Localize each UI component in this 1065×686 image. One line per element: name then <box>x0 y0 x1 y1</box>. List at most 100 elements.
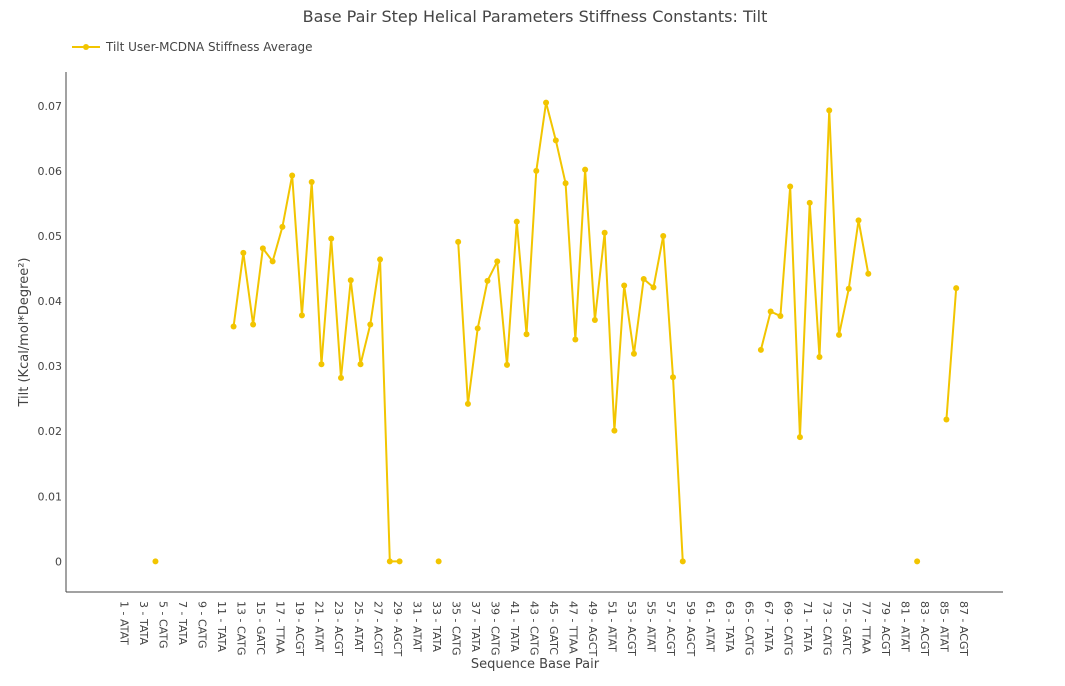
x-tick-label: 43 - CATG <box>528 601 541 656</box>
data-point[interactable]: 72 - ATCA: 0.0551 <box>806 199 813 206</box>
x-tick-label: 27 - ACGT <box>371 601 384 656</box>
data-point[interactable]: 52 - TACG: 0.0201 <box>611 427 618 434</box>
data-point[interactable]: 73 - CATG: 0.0314 <box>816 354 823 361</box>
data-point[interactable]: 39 - CATG: 0.0431 <box>484 277 491 284</box>
data-point[interactable]: 56 - TAAC: 0.0421 <box>650 284 657 291</box>
data-point[interactable]: 26 - TAGC: 0.0303 <box>357 361 364 368</box>
data-point[interactable]: 37 - TATA: 0.0242 <box>464 400 471 407</box>
data-point[interactable]: 78 - TAAG: 0.0442 <box>865 270 872 277</box>
series-line-segment <box>466 327 479 405</box>
data-point[interactable]: 21 - ATAT: 0.0583 <box>308 178 315 185</box>
data-point[interactable]: 77 - TTAA: 0.0524 <box>855 217 862 224</box>
data-point[interactable]: 74 - ATGC: 0.0693 <box>826 107 833 114</box>
data-point[interactable]: 55 - ATAT: 0.0434 <box>640 275 647 282</box>
x-tick-label: 37 - TATA <box>469 601 482 652</box>
x-tick-label: 25 - ATAT <box>352 601 365 652</box>
y-tick-label: 0 <box>55 555 62 568</box>
data-point[interactable]: 68 - ATCA: 0.0384 <box>767 308 774 315</box>
data-point[interactable]: 48 - TAAG: 0.0341 <box>572 336 579 343</box>
legend-label: Tilt User-MCDNA Stiffness Average <box>105 40 313 54</box>
data-point[interactable]: 83 - ACGT: 0 <box>914 558 921 565</box>
data-point[interactable]: 34 - ATAC: 0 <box>435 558 442 565</box>
series-line-segment <box>379 258 391 563</box>
data-point[interactable]: 23 - ACGT: 0.0496 <box>328 235 335 242</box>
data-point[interactable]: 50 - GCTA: 0.0371 <box>591 316 598 323</box>
data-point[interactable]: 17 - TTAA: 0.0461 <box>269 258 276 265</box>
data-point[interactable]: 41 - TATA: 0.0302 <box>504 361 510 368</box>
series-line-segment <box>672 376 684 563</box>
series-line-segment <box>945 287 958 421</box>
data-point[interactable]: 51 - ATAT: 0.0505 <box>601 229 608 236</box>
data-point[interactable]: 36 - ATGA: 0.0491 <box>455 238 462 245</box>
data-point[interactable]: 87 - ACGT: 0.042 <box>953 285 960 292</box>
x-tick-label: 19 - ACGT <box>293 601 306 656</box>
data-point[interactable]: 15 - GATC: 0.0364 <box>250 321 257 328</box>
legend-marker-swatch <box>83 44 89 50</box>
series-line-segment <box>545 101 557 142</box>
x-tick-label: 59 - AGCT <box>684 601 697 656</box>
x-tick-label: 15 - GATC <box>254 601 267 655</box>
data-point[interactable]: 42 - ATCA: 0.0522 <box>513 218 520 225</box>
x-tick-label: 69 - CATG <box>781 601 794 656</box>
x-tick-label: 85 - ATAT <box>938 601 951 652</box>
data-point[interactable]: 76 - ATGT: 0.0419 <box>845 285 852 292</box>
data-point[interactable]: 53 - ACGT: 0.0424 <box>621 282 628 289</box>
data-point[interactable]: 43 - CATG: 0.0349 <box>523 331 530 338</box>
data-point[interactable]: 5 - CATG: 0 <box>152 558 159 565</box>
data-point[interactable]: 58 - CGAG: 0.0283 <box>670 374 677 381</box>
data-point[interactable]: 14 - ATCG: 0.0474 <box>240 249 247 256</box>
data-point[interactable]: 54 - CGTA: 0.0319 <box>630 350 637 357</box>
series-line-segment <box>486 260 499 282</box>
data-point[interactable]: 29 - AGCT: 0 <box>386 558 393 565</box>
data-point[interactable]: 86 - TACG: 0.0218 <box>943 416 950 423</box>
series-line-segment <box>232 251 245 328</box>
x-tick-label: 45 - GATC <box>547 601 560 655</box>
data-point[interactable]: 16 - ATCG: 0.0481 <box>259 245 266 252</box>
data-point[interactable]: 70 - ATCG: 0.0576 <box>787 183 794 190</box>
series-line-segment <box>349 279 362 366</box>
data-point[interactable]: 22 - TACG: 0.0303 <box>318 361 325 368</box>
data-point[interactable]: 71 - TATA: 0.0191 <box>796 434 803 441</box>
x-tick-label: 5 - CATG <box>156 601 169 649</box>
data-point[interactable]: 18 - TAGC: 0.0514 <box>279 223 286 230</box>
x-tick-label: 51 - ATAT <box>606 601 619 652</box>
data-point[interactable]: 75 - GATC: 0.0348 <box>836 331 843 338</box>
data-point[interactable]: 24 - CGTA: 0.0282 <box>337 374 344 381</box>
data-point[interactable]: 47 - TTAA: 0.0581 <box>562 180 569 187</box>
legend[interactable]: Tilt User-MCDNA Stiffness Average <box>72 40 313 54</box>
series-line-segment <box>496 260 508 366</box>
series-line-segment <box>613 284 626 432</box>
series-line-segment <box>662 235 675 379</box>
data-point[interactable]: 59 - AGCT: 0 <box>679 558 686 565</box>
x-tick-label: 67 - TATA <box>762 601 775 652</box>
data-point[interactable]: 27 - ACGT: 0.0364 <box>367 321 374 328</box>
series-line-segment <box>759 310 772 351</box>
x-tick-label: 41 - TATA <box>508 601 521 652</box>
x-tick-label: 65 - CATG <box>742 601 755 656</box>
chart-title: Base Pair Step Helical Parameters Stiffn… <box>303 7 768 26</box>
series-line-segment <box>300 180 313 317</box>
data-point[interactable]: 19 - ACGT: 0.0593 <box>289 172 296 179</box>
data-point[interactable]: 57 - ACGT: 0.05 <box>660 233 667 240</box>
data-point[interactable]: 67 - TATA: 0.0325 <box>757 346 764 353</box>
data-point[interactable]: 25 - ATAT: 0.0432 <box>347 277 354 284</box>
data-point[interactable]: 45 - GATC: 0.0705 <box>543 99 550 106</box>
data-point[interactable]: 30 - GCTA: 0 <box>396 558 403 565</box>
x-tick-label: 7 - TATA <box>176 601 189 645</box>
data-point[interactable]: 44 - ATGC: 0.06 <box>533 167 540 174</box>
data-point[interactable]: 13 - CATG: 0.0361 <box>230 323 237 330</box>
x-tick-label: 75 - GATC <box>840 601 853 655</box>
x-tick-label: 13 - CATG <box>235 601 248 656</box>
data-point[interactable]: 49 - AGCT: 0.0602 <box>582 166 589 173</box>
data-point[interactable]: 40 - ATCG: 0.0461 <box>494 258 501 265</box>
data-point[interactable]: 69 - CATG: 0.0377 <box>777 313 784 320</box>
series-line-segment <box>291 174 303 317</box>
data-point[interactable]: 38 - ATCA: 0.0358 <box>474 325 481 332</box>
x-tick-label: 81 - ATAT <box>899 601 912 652</box>
data-point[interactable]: 20 - CGTA: 0.0378 <box>298 312 305 319</box>
series-line-segment <box>271 225 284 263</box>
data-point[interactable]: 28 - CGAG: 0.0464 <box>377 256 384 263</box>
data-point[interactable]: 46 - ATGT: 0.0647 <box>552 137 559 144</box>
series-line-segment <box>828 109 841 336</box>
